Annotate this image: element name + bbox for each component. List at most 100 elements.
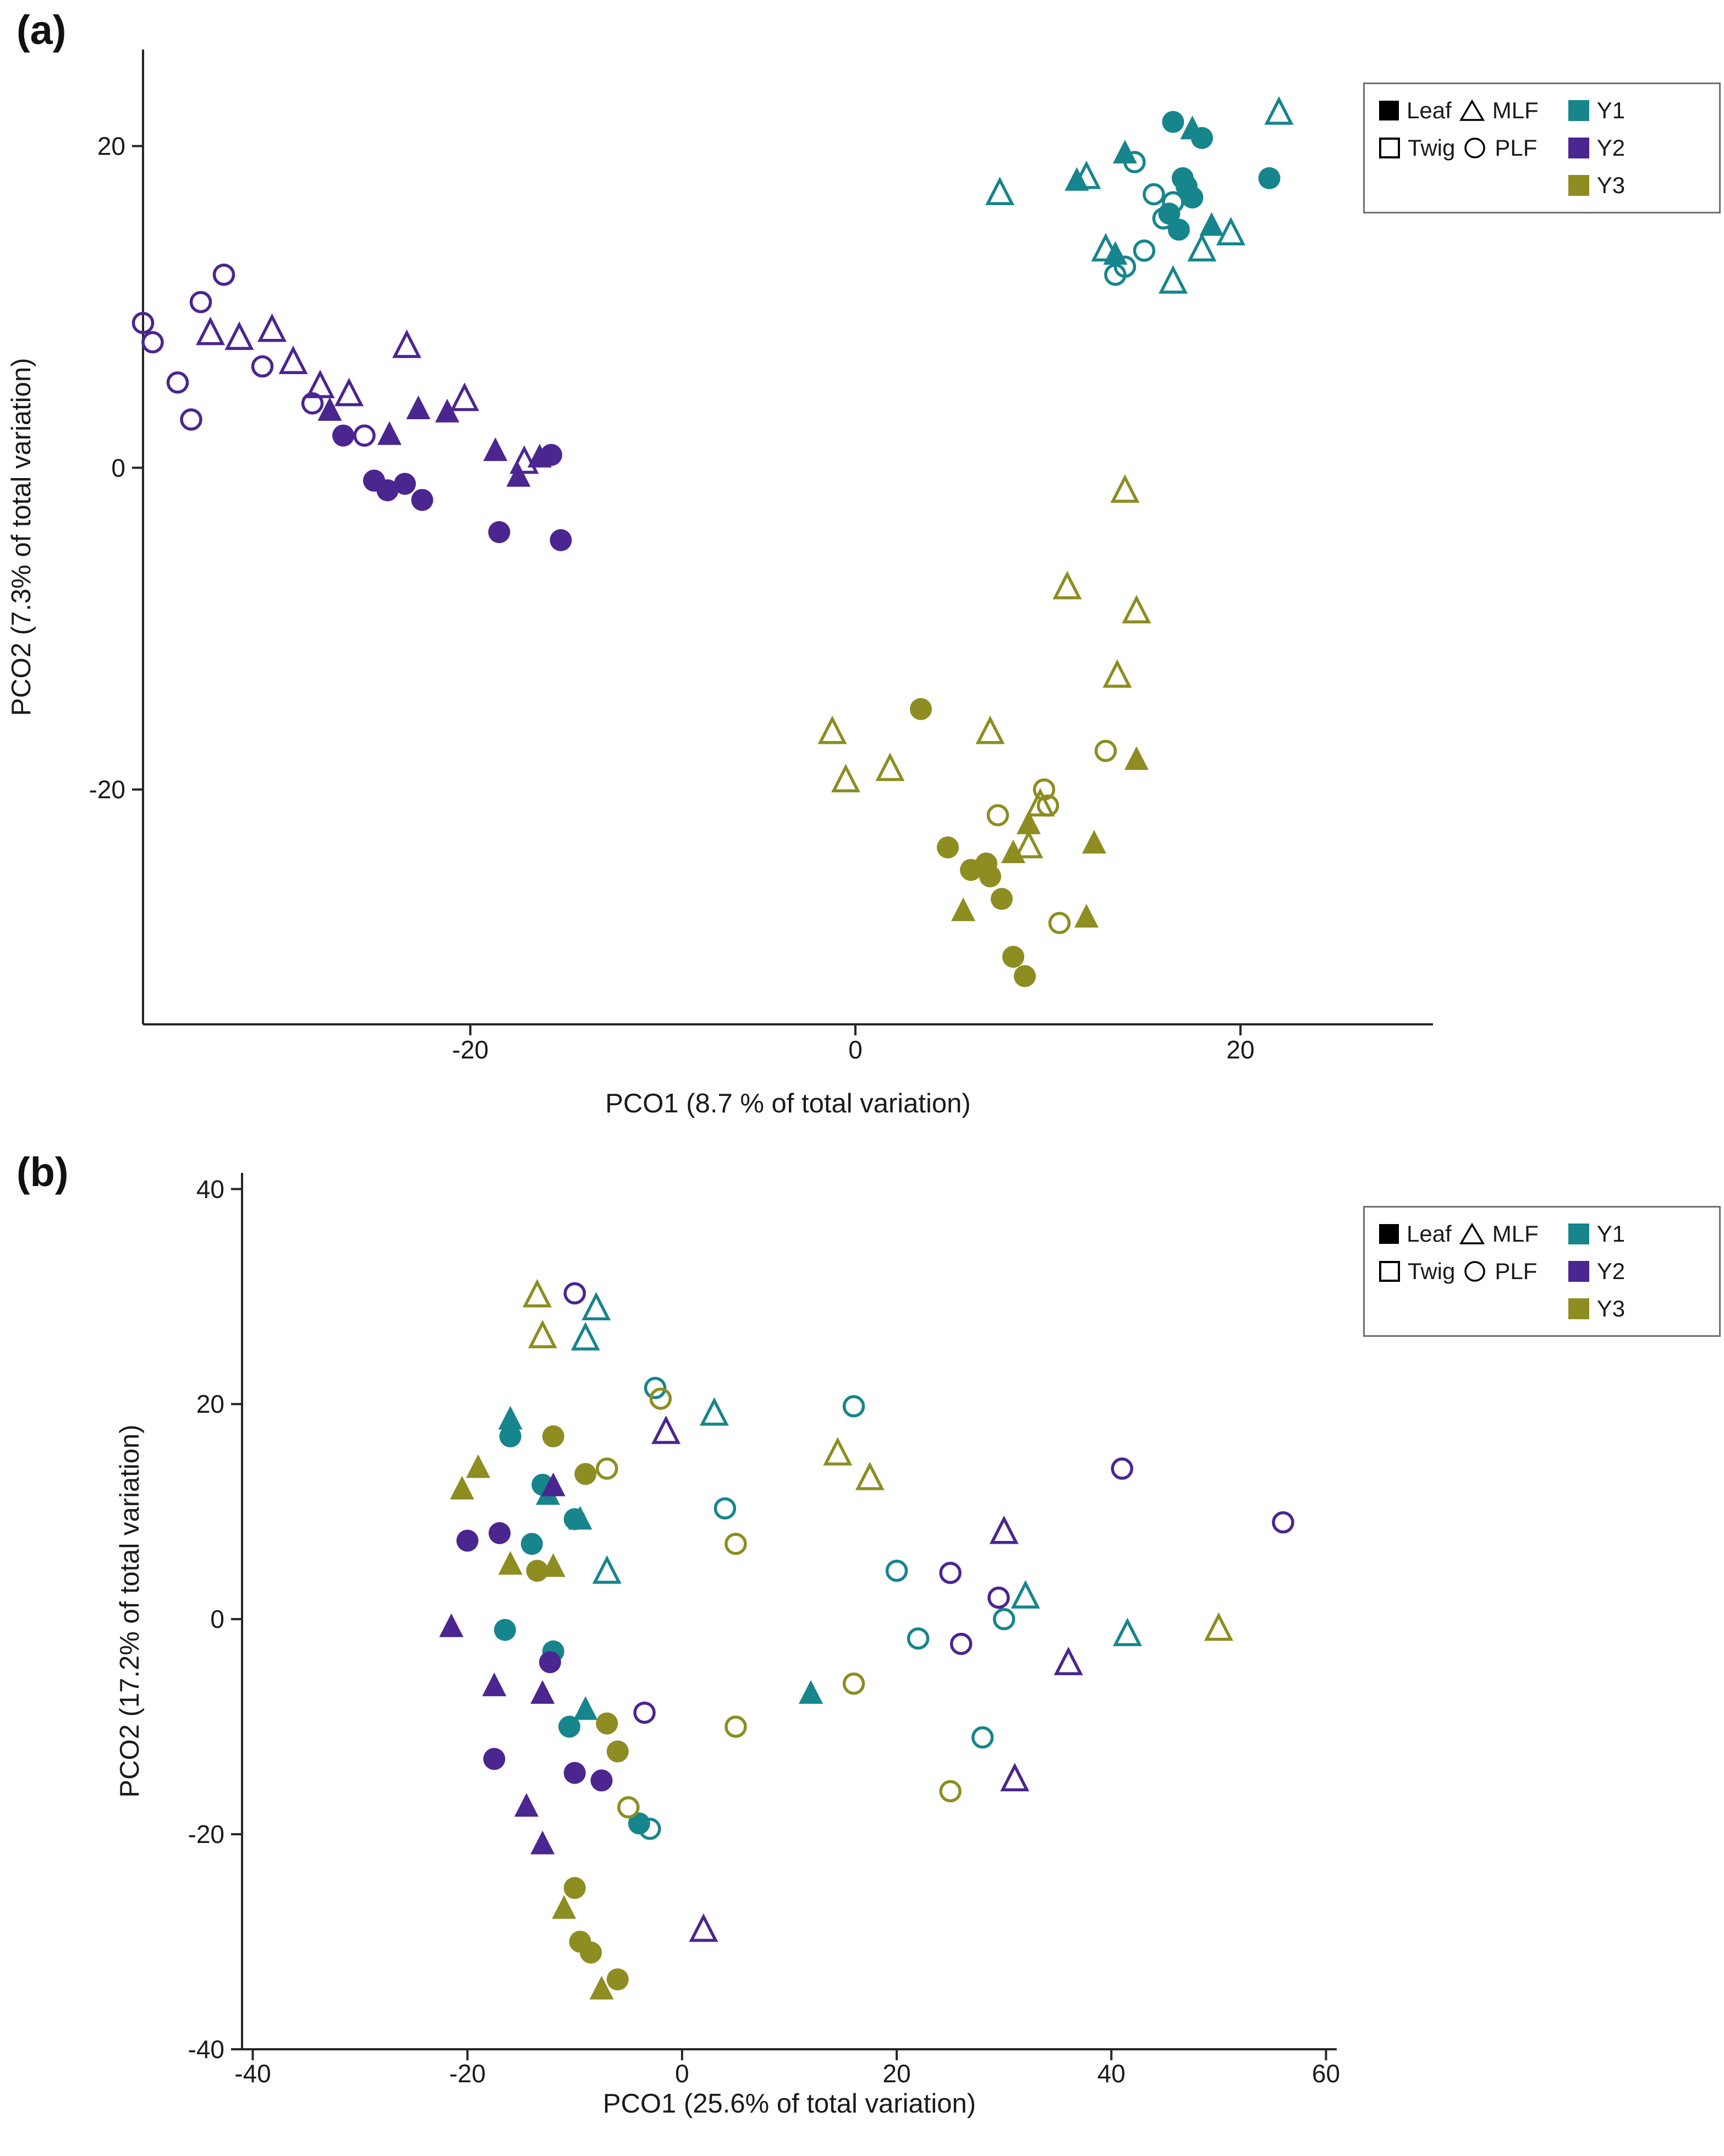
data-point bbox=[1036, 794, 1059, 817]
legend-label-leaf: Leaf bbox=[1407, 1221, 1452, 1247]
legend-label-twig: Twig bbox=[1408, 1258, 1456, 1284]
x-axis-title: PCO1 (8.7 % of total variation) bbox=[605, 1089, 971, 1118]
legend-row-y3: Y3 bbox=[1568, 171, 1625, 200]
legend-shape-column: Leaf MLF Twig PLF bbox=[1379, 1220, 1539, 1286]
data-point bbox=[991, 887, 1013, 910]
data-point bbox=[526, 1560, 548, 1582]
legend-label-y2: Y2 bbox=[1596, 1258, 1626, 1284]
x-axis-title: PCO1 (25.6% of total variation) bbox=[603, 2089, 976, 2119]
legend-label-plf: PLF bbox=[1495, 1258, 1538, 1284]
data-point bbox=[1191, 127, 1213, 149]
data-point bbox=[1113, 255, 1136, 278]
data-point bbox=[699, 1397, 729, 1426]
data-point bbox=[689, 1913, 718, 1942]
data-point bbox=[1216, 217, 1245, 246]
filled-square-icon bbox=[1379, 101, 1399, 120]
data-point bbox=[212, 264, 235, 286]
data-point bbox=[539, 1651, 561, 1674]
data-point bbox=[823, 1437, 853, 1466]
y-tick-label: -20 bbox=[89, 775, 125, 804]
data-point bbox=[1258, 167, 1281, 189]
data-point bbox=[411, 489, 433, 511]
data-point bbox=[1111, 1457, 1134, 1480]
data-point bbox=[166, 371, 189, 394]
legend-label-twig: Twig bbox=[1408, 135, 1456, 161]
data-point bbox=[376, 479, 399, 502]
legend-label-y3: Y3 bbox=[1596, 1296, 1626, 1321]
legend-row-leaf-mlf: Leaf MLF bbox=[1379, 1220, 1539, 1248]
data-point bbox=[141, 331, 164, 354]
data-point bbox=[1011, 1580, 1040, 1609]
y3-color-swatch bbox=[1568, 175, 1589, 196]
data-point bbox=[633, 1701, 656, 1724]
y-axis-title: PCO2 (17.2% of total variation) bbox=[115, 1424, 145, 1797]
data-point bbox=[1053, 1647, 1083, 1676]
data-point bbox=[986, 804, 1009, 827]
data-point bbox=[456, 1529, 479, 1552]
data-point bbox=[392, 329, 421, 358]
data-point bbox=[520, 1533, 543, 1555]
data-point bbox=[1048, 912, 1071, 935]
data-point bbox=[1094, 739, 1117, 762]
data-point bbox=[523, 1279, 552, 1308]
data-point bbox=[1158, 202, 1181, 225]
data-point bbox=[939, 1561, 962, 1584]
data-point bbox=[189, 290, 212, 314]
data-point bbox=[499, 1425, 521, 1447]
data-point bbox=[644, 1376, 667, 1400]
data-point bbox=[628, 1812, 650, 1835]
data-point bbox=[563, 1762, 586, 1784]
data-point bbox=[257, 313, 287, 342]
data-point bbox=[435, 398, 459, 423]
data-point bbox=[1272, 1511, 1294, 1534]
legend-row-leaf-mlf: Leaf MLF bbox=[1379, 96, 1539, 125]
legend-label-mlf: MLF bbox=[1492, 1221, 1539, 1247]
data-point bbox=[975, 715, 1005, 744]
data-point bbox=[596, 1712, 618, 1735]
data-point bbox=[649, 1387, 672, 1410]
data-point bbox=[498, 1406, 523, 1430]
data-point bbox=[251, 355, 274, 378]
scatter-plot-panel-b: -40 -20 0 20 40 60 -40 -20 0 20 40 PCO1 (25.6% of t… bbox=[115, 1173, 1340, 2119]
legend-label-y1: Y1 bbox=[1596, 1221, 1626, 1247]
data-point bbox=[985, 177, 1014, 205]
legend-color-column: Y1 Y2 Y3 bbox=[1568, 1220, 1625, 1323]
data-point bbox=[574, 1463, 597, 1485]
data-point bbox=[488, 1522, 511, 1544]
y-tick-label: 20 bbox=[196, 1390, 224, 1418]
open-circle-icon bbox=[1464, 1261, 1486, 1282]
x-tick-label: 60 bbox=[1312, 2059, 1340, 2088]
legend-label-y1: Y1 bbox=[1596, 97, 1626, 123]
data-point bbox=[1133, 239, 1156, 262]
data-point bbox=[301, 392, 324, 415]
open-triangle-icon bbox=[1459, 1222, 1485, 1244]
legend-row-y2: Y2 bbox=[1568, 1257, 1625, 1286]
data-point bbox=[483, 437, 508, 462]
y-tick-label: 20 bbox=[97, 131, 125, 160]
data-point bbox=[975, 852, 997, 875]
data-point bbox=[1143, 183, 1165, 206]
data-point bbox=[651, 1415, 681, 1444]
data-point bbox=[713, 1497, 737, 1520]
data-point bbox=[1113, 1617, 1143, 1647]
data-point bbox=[394, 473, 416, 495]
data-point bbox=[1162, 111, 1184, 133]
data-point bbox=[332, 424, 354, 447]
legend-label-mlf: MLF bbox=[1492, 97, 1539, 123]
data-point bbox=[1014, 830, 1044, 859]
data-point bbox=[606, 1968, 629, 1990]
legend-color-column: Y1 Y2 Y3 bbox=[1568, 96, 1625, 200]
y-tick-label: -40 bbox=[188, 2035, 224, 2064]
data-point bbox=[1168, 218, 1190, 241]
data-point bbox=[885, 1559, 908, 1582]
data-point bbox=[483, 1748, 506, 1770]
data-point bbox=[606, 1740, 629, 1763]
y-tick-label: 0 bbox=[210, 1605, 224, 1633]
x-tick-label: 20 bbox=[883, 2059, 911, 2088]
data-point bbox=[1264, 96, 1294, 125]
data-point bbox=[1064, 167, 1089, 191]
data-point bbox=[541, 1472, 565, 1496]
data-point bbox=[1074, 904, 1099, 928]
data-point bbox=[907, 1627, 930, 1650]
x-tick-label: -20 bbox=[449, 2059, 485, 2088]
